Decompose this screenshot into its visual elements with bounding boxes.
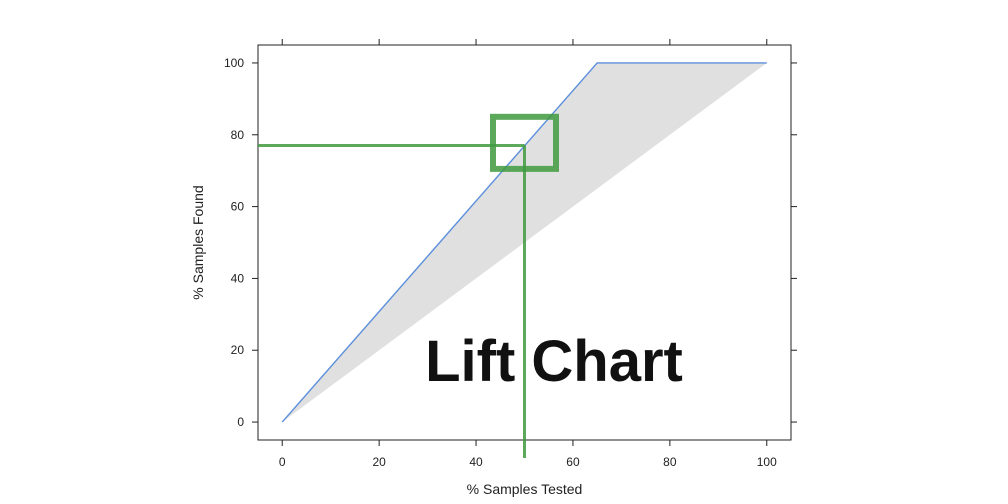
x-tick-label: 0 xyxy=(279,455,286,469)
annotation-layer xyxy=(258,113,559,458)
x-tick-label: 40 xyxy=(469,455,483,469)
series-layer xyxy=(281,62,767,423)
y-tick-label: 60 xyxy=(231,200,245,214)
x-axis-title: % Samples Tested xyxy=(467,481,583,497)
x-tick-label: 60 xyxy=(566,455,580,469)
x-tick-label: 80 xyxy=(663,455,677,469)
y-axis-title: % Samples Found xyxy=(190,185,206,299)
y-tick-label: 40 xyxy=(231,271,245,285)
highlight-box xyxy=(490,113,559,172)
y-tick-label: 0 xyxy=(237,415,244,429)
x-tick-label: 20 xyxy=(372,455,386,469)
x-tick-label: 100 xyxy=(757,455,777,469)
series-line-0 xyxy=(281,62,767,423)
y-tick-label: 100 xyxy=(224,56,244,70)
y-tick-label: 20 xyxy=(231,343,245,357)
y-tick-label: 80 xyxy=(231,128,245,142)
chart-title: Lift Chart xyxy=(425,329,683,394)
axis-ticks-layer: 0 20 40 60 80 100 0 20 40 60 80 100 xyxy=(224,39,797,469)
